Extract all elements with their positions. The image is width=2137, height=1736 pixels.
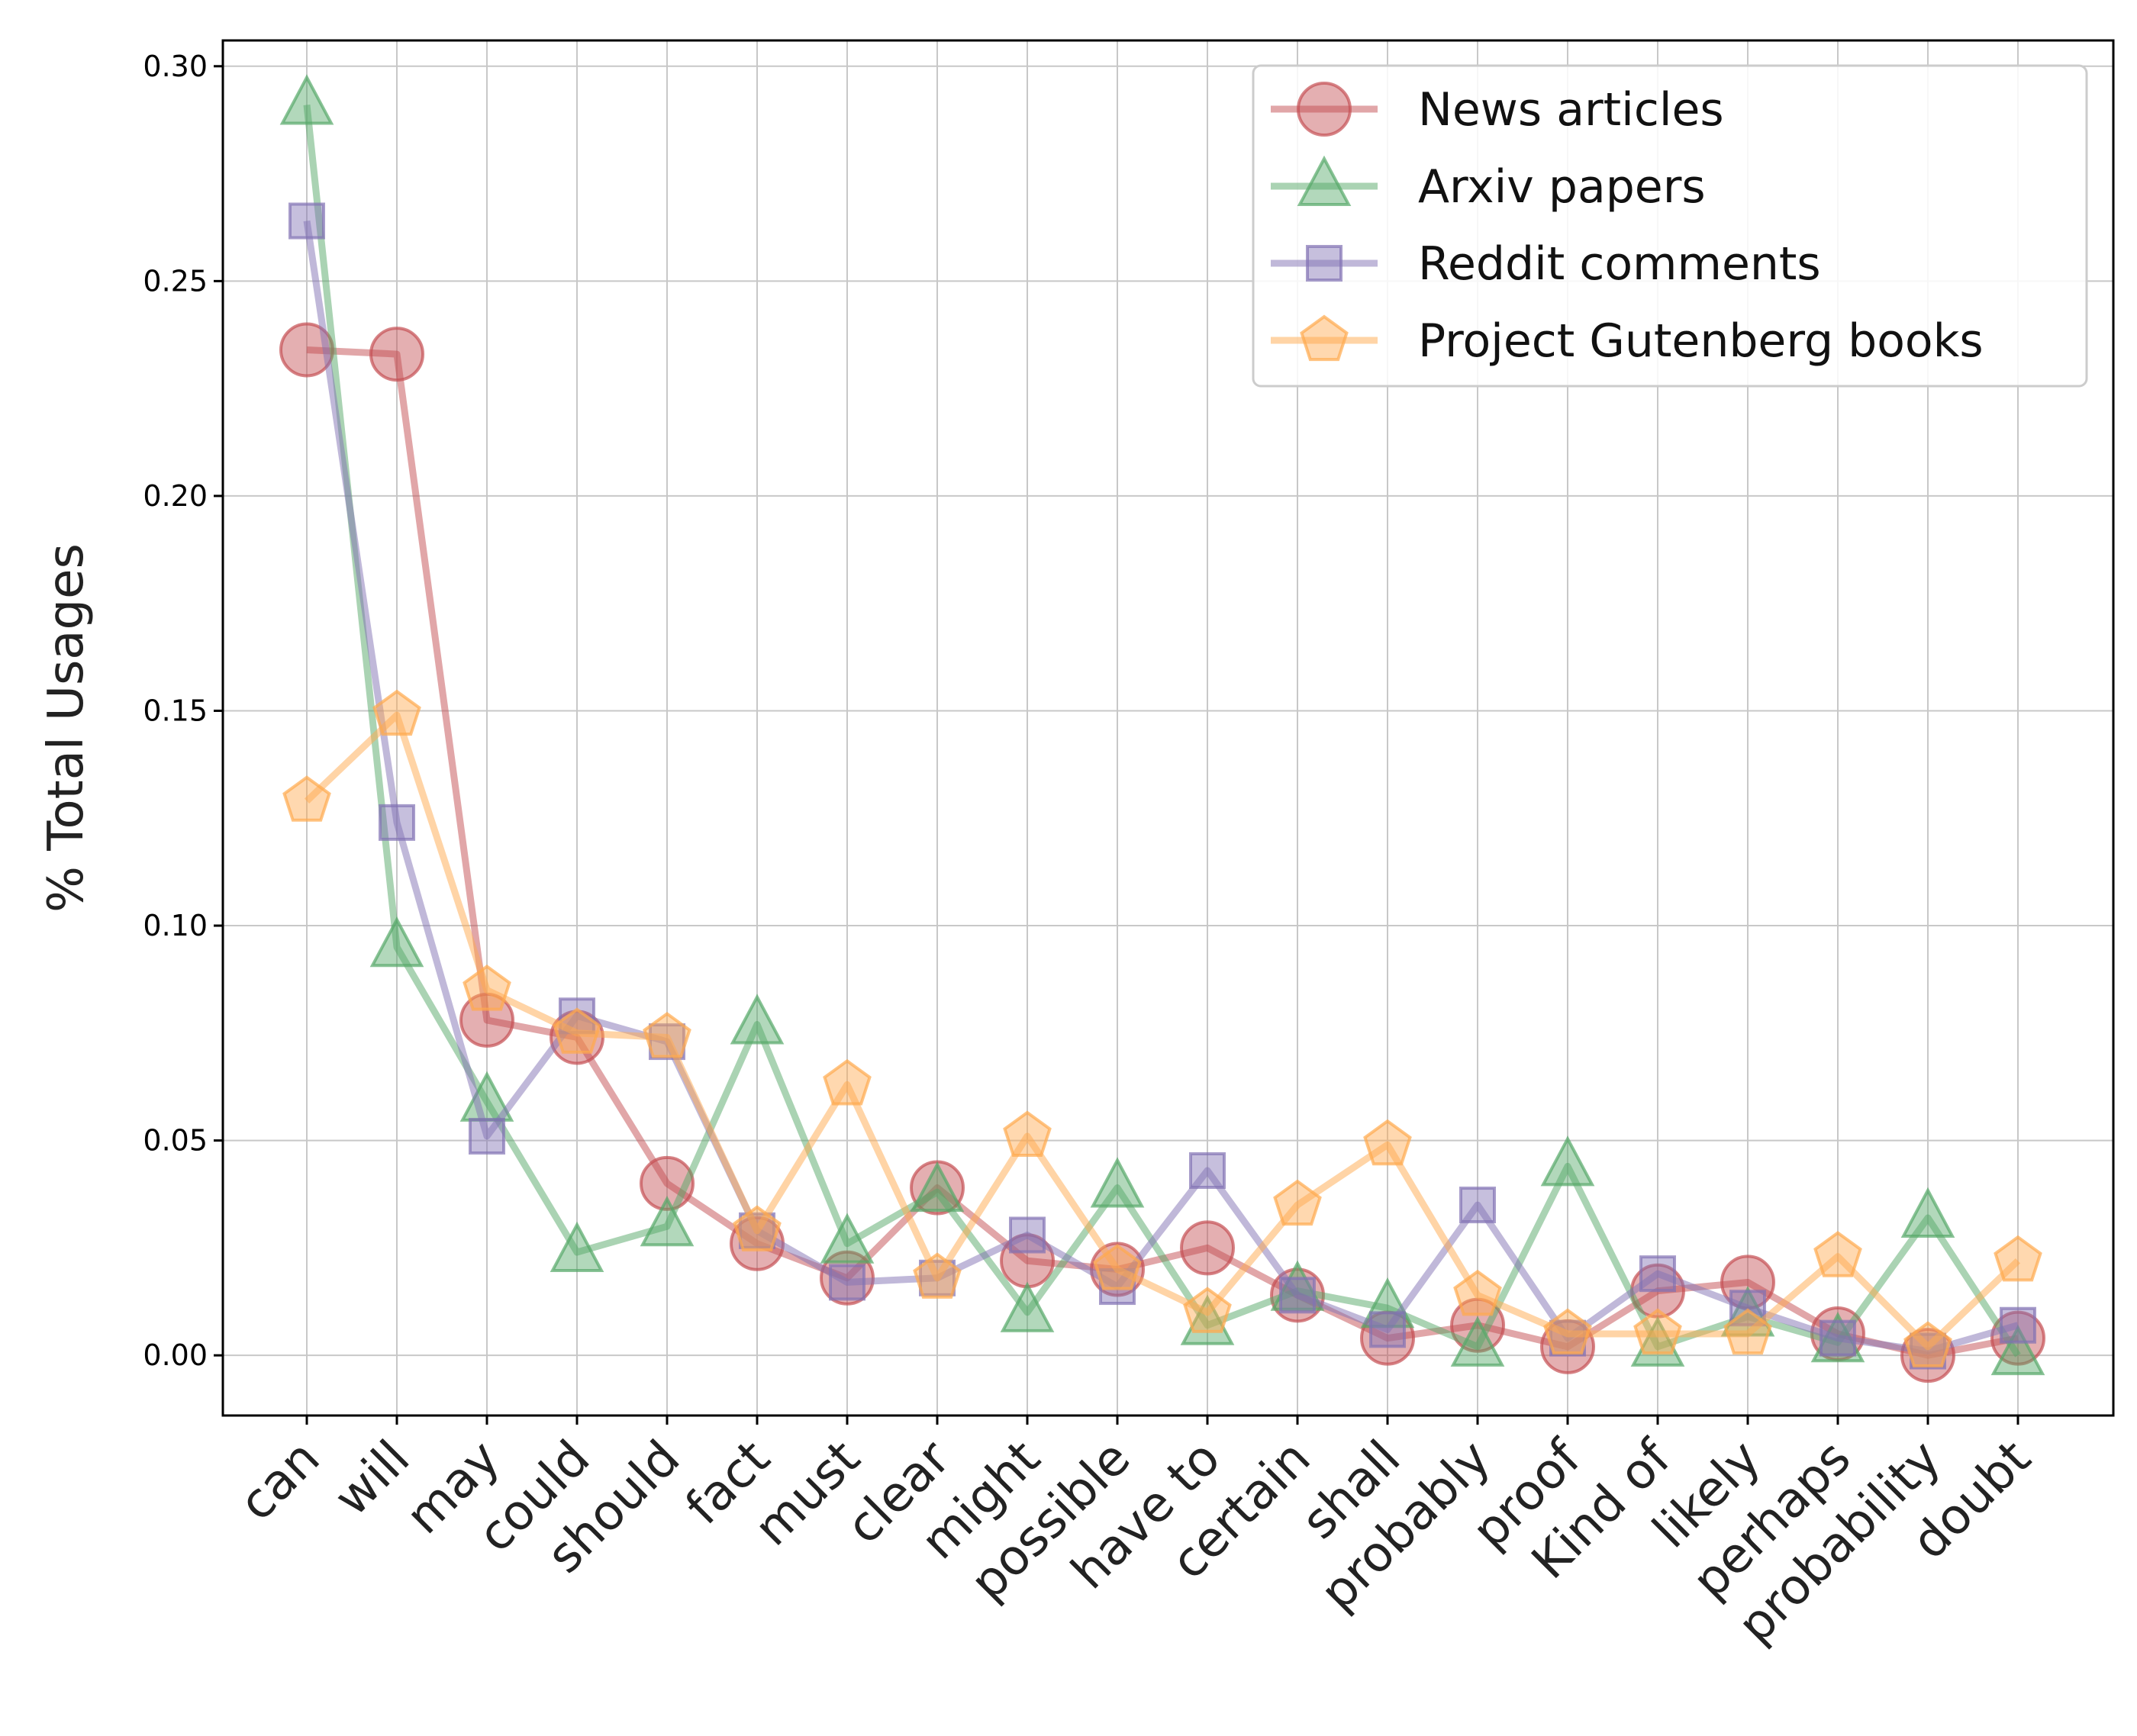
data-point-reddit-comments xyxy=(2000,1306,2036,1344)
y-tick-label: 0.05 xyxy=(143,1124,208,1158)
data-point-project-gutenberg-books xyxy=(1273,1179,1322,1226)
y-tick-label: 0.20 xyxy=(143,479,208,513)
y-axis-label: % Total Usages xyxy=(38,543,95,913)
y-axis: 0.00 0.05 0.10 0.15 0.20 0.25 0.30 xyxy=(143,50,223,1372)
y-tick-label: 0.30 xyxy=(143,50,208,83)
series-project-gutenberg-books xyxy=(282,689,2042,1367)
data-point-project-gutenberg-books xyxy=(1903,1321,1952,1367)
data-point-arxiv-papers xyxy=(820,1213,875,1264)
data-point-reddit-comments xyxy=(288,202,325,240)
legend-box xyxy=(1252,64,2088,388)
legend-entry-arxiv-papers: Arxiv papers xyxy=(1271,155,1706,214)
legend-entry-reddit-comments: Reddit comments xyxy=(1271,237,1821,291)
data-series xyxy=(279,74,2045,1383)
data-point-reddit-comments xyxy=(1459,1187,1496,1224)
data-point-reddit-comments xyxy=(1189,1152,1226,1190)
data-point-reddit-comments xyxy=(1279,1277,1316,1314)
data-point-reddit-comments xyxy=(469,1117,505,1155)
data-point-arxiv-papers xyxy=(279,74,334,125)
legend-label-arxiv-papers: Arxiv papers xyxy=(1418,160,1706,214)
data-point-project-gutenberg-books xyxy=(733,1205,782,1251)
data-point-reddit-comments xyxy=(1820,1319,1856,1357)
legend-entry-news-articles: News articles xyxy=(1271,82,1724,137)
legend-label-news-articles: News articles xyxy=(1418,83,1724,137)
legend: News articles Arxiv papers Reddit comments… xyxy=(1252,64,2088,388)
data-point-project-gutenberg-books xyxy=(1723,1308,1772,1355)
data-point-project-gutenberg-books xyxy=(1813,1231,1862,1277)
data-point-project-gutenberg-books xyxy=(463,965,511,1011)
plot-frame xyxy=(221,39,2115,1417)
data-point-reddit-comments xyxy=(379,804,415,841)
legend-entry-project-gutenberg-books: Project Gutenberg books xyxy=(1271,314,1984,368)
data-point-project-gutenberg-books xyxy=(282,775,331,822)
data-point-news-articles xyxy=(1180,1220,1235,1276)
data-point-reddit-comments xyxy=(1549,1319,1586,1357)
legend-marker-arxiv-papers xyxy=(1297,155,1352,206)
data-point-arxiv-papers xyxy=(369,916,424,968)
data-point-arxiv-papers xyxy=(1000,1281,1055,1332)
legend-label-project-gutenberg-books: Project Gutenberg books xyxy=(1418,314,1984,368)
data-point-project-gutenberg-books xyxy=(1093,1244,1142,1290)
data-point-project-gutenberg-books xyxy=(1633,1308,1682,1355)
data-point-news-articles xyxy=(369,327,424,382)
data-point-arxiv-papers xyxy=(1450,1316,1505,1367)
data-point-arxiv-papers xyxy=(1900,1187,1955,1238)
data-point-arxiv-papers xyxy=(1090,1157,1145,1208)
data-point-project-gutenberg-books xyxy=(1183,1287,1232,1333)
series-line-project-gutenberg-books xyxy=(304,711,2021,1351)
data-point-project-gutenberg-books xyxy=(823,1058,872,1106)
legend-label-reddit-comments: Reddit comments xyxy=(1418,237,1821,291)
y-tick-label: 0.00 xyxy=(143,1338,208,1372)
data-point-reddit-comments xyxy=(1639,1255,1676,1293)
y-tick-label: 0.15 xyxy=(143,694,208,727)
data-point-reddit-comments xyxy=(649,1023,685,1061)
legend-marker-reddit-comments xyxy=(1306,245,1342,282)
data-point-reddit-comments xyxy=(1009,1216,1046,1254)
data-point-arxiv-papers xyxy=(910,1161,965,1213)
data-point-reddit-comments xyxy=(1369,1311,1406,1348)
data-point-project-gutenberg-books xyxy=(553,1007,601,1054)
data-point-project-gutenberg-books xyxy=(1543,1308,1592,1355)
y-tick-label: 0.25 xyxy=(143,264,208,298)
legend-marker-project-gutenberg-books xyxy=(1300,314,1349,362)
data-point-arxiv-papers xyxy=(640,1195,695,1247)
data-point-reddit-comments xyxy=(829,1264,865,1301)
data-point-project-gutenberg-books xyxy=(643,1011,691,1058)
data-point-project-gutenberg-books xyxy=(372,689,421,736)
y-tick-label: 0.10 xyxy=(143,909,208,942)
data-point-project-gutenberg-books xyxy=(1453,1269,1502,1316)
data-point-arxiv-papers xyxy=(1990,1324,2045,1376)
data-point-arxiv-papers xyxy=(730,994,785,1045)
data-point-arxiv-papers xyxy=(1540,1135,1595,1187)
legend-marker-news-articles xyxy=(1297,82,1352,137)
data-point-project-gutenberg-books xyxy=(1363,1119,1412,1166)
data-point-project-gutenberg-books xyxy=(913,1252,962,1299)
data-point-project-gutenberg-books xyxy=(1003,1110,1052,1158)
data-point-project-gutenberg-books xyxy=(1994,1235,2042,1282)
grid-lines xyxy=(223,40,2113,1416)
data-point-arxiv-papers xyxy=(550,1221,604,1273)
